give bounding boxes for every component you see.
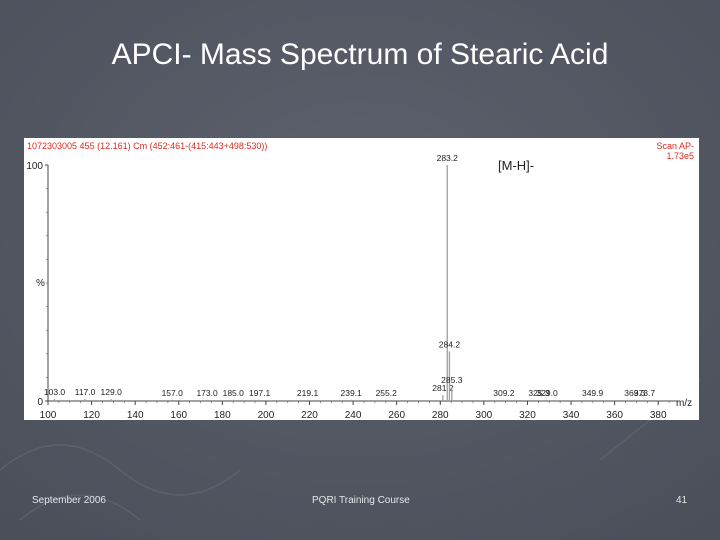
x-tick-label: 380: [650, 410, 667, 420]
x-tick-label: 240: [345, 410, 362, 420]
spectrum-plot: 1072303005 455 (12.161) Cm (452:461-(415…: [26, 141, 694, 420]
x-tick-label: 120: [83, 410, 100, 420]
x-tick-label: 360: [606, 410, 623, 420]
x-tick-label: 300: [476, 410, 493, 420]
peak-label: 185.0: [223, 388, 245, 398]
peak-label: 239.1: [341, 388, 363, 398]
peak-label: 284.2: [439, 339, 461, 349]
x-tick-label: 180: [214, 410, 231, 420]
molecular-ion-annotation: [M-H]-: [498, 158, 534, 173]
chart-axes: 100 120 140 160 180 200 220 240 260 280 300 320 340 3…: [26, 161, 681, 420]
y-tick-label: 0: [37, 397, 43, 408]
x-axis-label: m/z: [676, 398, 692, 409]
x-tick-label: 220: [301, 410, 318, 420]
footer-page-number: 41: [676, 495, 688, 506]
peak-label: 157.0: [162, 388, 184, 398]
peak-label: 349.9: [582, 388, 604, 398]
x-tick-label: 200: [258, 410, 275, 420]
scan-intensity-text: 1.73e5: [666, 151, 694, 161]
y-axis-label: %: [36, 278, 45, 289]
scan-mode-text: Scan AP-: [656, 141, 694, 151]
peak-label: 117.0: [75, 387, 96, 397]
mass-spectrum-chart: 1072303005 455 (12.161) Cm (452:461-(415…: [24, 138, 699, 420]
peak-label: 285.3: [441, 375, 463, 385]
slide-title: APCI- Mass Spectrum of Stearic Acid: [111, 38, 609, 71]
peak-label: 281.2: [432, 383, 454, 393]
peak-label: 325.3: [528, 388, 550, 398]
peak-label: 219.1: [297, 388, 319, 398]
peak-label: 369.3: [624, 388, 646, 398]
x-tick-label: 320: [519, 410, 536, 420]
scan-header-text: 1072303005 455 (12.161) Cm (452:461-(415…: [27, 141, 267, 151]
footer-date: September 2006: [32, 495, 106, 506]
peak-label: 173.0: [196, 388, 218, 398]
peak-label: 129.0: [101, 387, 123, 397]
peak-label: 197.1: [249, 388, 271, 398]
peak-label: 283.2: [437, 153, 459, 163]
x-tick-label: 140: [127, 410, 144, 420]
footer-course-name: PQRI Training Course: [312, 495, 410, 506]
x-tick-label: 160: [170, 410, 187, 420]
peak-label: 103.0: [44, 387, 66, 397]
peak-label: 373.7: [634, 388, 656, 398]
x-tick-label: 100: [40, 410, 57, 420]
x-tick-label: 280: [432, 410, 449, 420]
peak-label: 255.2: [376, 388, 398, 398]
y-tick-label: 100: [26, 161, 43, 172]
peak-label: 329.0: [536, 388, 558, 398]
peak-label: 309.2: [493, 388, 515, 398]
x-tick-label: 260: [388, 410, 405, 420]
chart-peaks: 103.0 117.0 129.0 157.0 173.0 185.0 197.1 219.1…: [44, 153, 655, 401]
x-tick-label: 340: [563, 410, 580, 420]
